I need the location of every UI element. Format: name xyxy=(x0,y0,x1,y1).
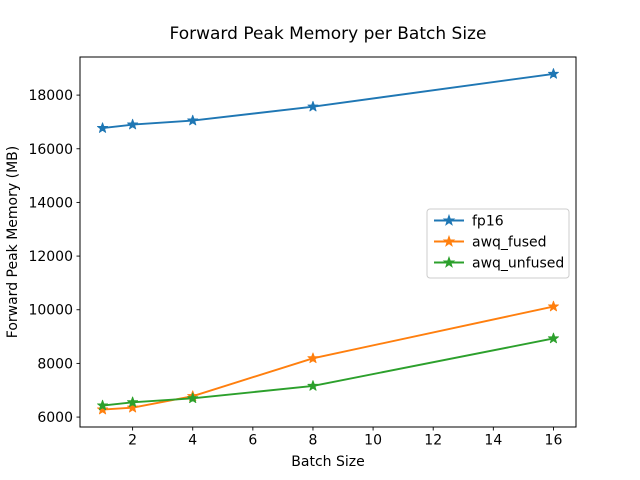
marker-awq_fused xyxy=(97,403,109,415)
y-tick-label: 6000 xyxy=(37,410,73,426)
y-tick-label: 12000 xyxy=(28,249,73,265)
legend-marker-awq_unfused xyxy=(442,255,456,268)
x-tick-label: 2 xyxy=(128,433,137,449)
y-tick-label: 16000 xyxy=(28,142,73,158)
x-tick-label: 14 xyxy=(484,433,502,449)
legend-label-awq_unfused: awq_unfused xyxy=(472,256,564,272)
marker-awq_fused xyxy=(307,352,319,364)
y-tick-label: 14000 xyxy=(28,195,73,211)
marker-awq_unfused xyxy=(307,380,319,391)
x-tick-label: 6 xyxy=(248,433,257,449)
marker-fp16 xyxy=(307,100,319,112)
marker-awq_fused xyxy=(547,300,559,312)
marker-awq_unfused xyxy=(97,399,109,411)
marker-fp16 xyxy=(127,118,139,130)
axes-box xyxy=(79,56,577,428)
x-tick-label: 12 xyxy=(424,433,442,449)
chart-title: Forward Peak Memory per Batch Size xyxy=(170,24,487,44)
marker-fp16 xyxy=(97,122,109,133)
legend-marker-fp16 xyxy=(442,213,456,226)
marker-fp16 xyxy=(187,114,199,126)
legend: fp16 awq_fused awq_unfused xyxy=(426,208,570,279)
legend-marker-awq_fused xyxy=(442,234,456,247)
marker-awq_fused xyxy=(127,401,139,413)
x-tick-label: 4 xyxy=(188,433,197,449)
legend-label-awq_fused: awq_fused xyxy=(472,235,547,251)
marker-awq_unfused xyxy=(547,332,559,344)
y-tick-label: 10000 xyxy=(28,303,73,319)
x-axis-label: Batch Size xyxy=(291,454,364,470)
marker-awq_unfused xyxy=(127,396,139,408)
y-tick-label: 18000 xyxy=(28,88,73,104)
legend-label-fp16: fp16 xyxy=(472,214,504,230)
legend-box xyxy=(426,208,570,279)
x-tick-label: 16 xyxy=(545,433,563,449)
marker-awq_unfused xyxy=(187,392,199,404)
x-tick-label: 10 xyxy=(364,433,382,449)
y-axis-label: Forward Peak Memory (MB) xyxy=(5,146,21,338)
y-tick-label: 8000 xyxy=(37,356,73,372)
marker-fp16 xyxy=(547,68,559,79)
x-tick-label: 8 xyxy=(309,433,318,449)
